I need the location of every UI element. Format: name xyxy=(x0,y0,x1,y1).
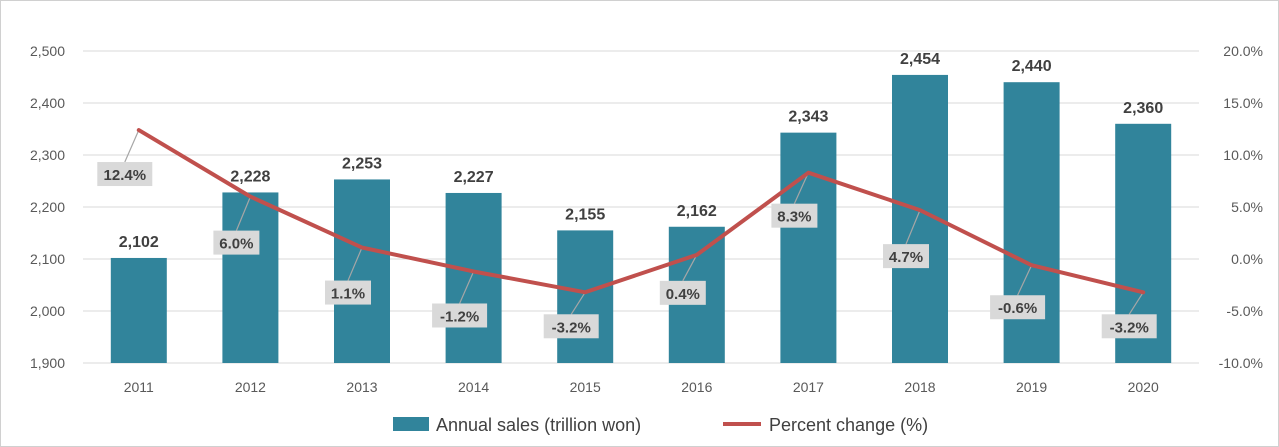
y-left-tick-label: 2,100 xyxy=(30,251,65,267)
bar xyxy=(1003,82,1060,363)
axis-labels: 1,900 2,000 2,100 2,200 2,300 2,400 2,500 -10.0… xyxy=(30,43,1263,395)
percent-value-label: -3.2% xyxy=(1110,319,1149,336)
y-left-tick-label: 2,400 xyxy=(30,95,65,111)
percent-label-box xyxy=(325,280,371,305)
percent-label-box xyxy=(990,295,1046,320)
bar-value-label: 2,228 xyxy=(230,168,270,185)
bar-value-label: 2,360 xyxy=(1123,100,1163,117)
percent-label-box xyxy=(543,314,599,339)
leader-line xyxy=(570,291,586,315)
legend: Annual sales (trillion won) Percent chan… xyxy=(393,415,928,435)
bar-value-label: 2,343 xyxy=(788,109,828,126)
data-labels: 2,102 2,228 2,253 2,227 2,155 2,162 2,343 2,454… xyxy=(97,51,1163,339)
bar-value-label: 2,253 xyxy=(342,155,382,172)
y-right-tick-label: 5.0% xyxy=(1231,199,1263,215)
y-right-tick-label: 0.0% xyxy=(1231,251,1263,267)
y-right-tick-label: 20.0% xyxy=(1223,43,1263,59)
leader-lines xyxy=(124,129,1144,315)
percent-label-box xyxy=(771,203,818,228)
leader-line xyxy=(347,247,363,281)
y-right-tick-label: -10.0% xyxy=(1219,355,1263,371)
y-left-tick-label: 1,900 xyxy=(30,355,65,371)
bar xyxy=(222,192,279,363)
x-tick-label: 2016 xyxy=(681,379,712,395)
y-right-tick-label: -5.0% xyxy=(1226,303,1263,319)
leader-line xyxy=(124,129,140,163)
percent-value-label: -1.2% xyxy=(440,308,479,325)
legend-label-line: Percent change (%) xyxy=(769,415,928,435)
line-series xyxy=(136,128,1146,295)
x-tick-label: 2014 xyxy=(458,379,489,395)
y-left-tick-label: 2,300 xyxy=(30,147,65,163)
leader-line xyxy=(459,271,475,304)
percent-value-label: 12.4% xyxy=(104,167,147,184)
x-tick-label: 2020 xyxy=(1128,379,1159,395)
leader-line xyxy=(682,254,698,282)
bar-value-label: 2,440 xyxy=(1012,58,1052,75)
leader-line xyxy=(1017,264,1033,296)
percent-label-box xyxy=(432,303,488,328)
percent-label-box xyxy=(213,230,260,255)
x-tick-label: 2017 xyxy=(793,379,824,395)
leader-line xyxy=(793,172,809,204)
bar-value-label: 2,227 xyxy=(454,169,494,186)
bar xyxy=(780,132,837,363)
x-tick-label: 2012 xyxy=(235,379,266,395)
x-tick-label: 2019 xyxy=(1016,379,1047,395)
percent-label-box xyxy=(883,244,929,269)
percent-value-label: -3.2% xyxy=(552,319,591,336)
percent-label-box xyxy=(659,280,706,305)
x-tick-label: 2013 xyxy=(346,379,377,395)
leader-line xyxy=(1128,291,1144,315)
x-tick-label: 2015 xyxy=(570,379,601,395)
percent-value-label: 6.0% xyxy=(219,236,253,253)
y-right-tick-label: 10.0% xyxy=(1223,147,1263,163)
percent-value-label: 0.4% xyxy=(666,286,700,303)
y-right-tick-label: 15.0% xyxy=(1223,95,1263,111)
bar-value-label: 2,454 xyxy=(900,51,940,68)
percent-label-box xyxy=(97,162,153,187)
bar-value-label: 2,162 xyxy=(677,203,717,220)
bar-value-label: 2,102 xyxy=(119,234,159,251)
legend-swatch-bar xyxy=(393,417,429,431)
bar xyxy=(110,257,167,363)
leader-line xyxy=(235,196,251,231)
x-tick-label: 2018 xyxy=(904,379,935,395)
percent-value-label: 1.1% xyxy=(331,286,365,303)
bar xyxy=(557,230,614,363)
bar xyxy=(445,192,502,363)
percent-change-line xyxy=(136,128,1146,295)
y-left-tick-label: 2,000 xyxy=(30,303,65,319)
legend-label-bar: Annual sales (trillion won) xyxy=(436,415,641,435)
percent-value-label: -0.6% xyxy=(998,300,1037,317)
bar-series xyxy=(110,74,1172,364)
percent-label-box xyxy=(1101,314,1157,339)
leader-line xyxy=(905,209,921,245)
bar xyxy=(334,179,390,363)
bar-value-label: 2,155 xyxy=(565,206,605,223)
x-tick-label: 2011 xyxy=(124,379,154,395)
y-left-tick-label: 2,500 xyxy=(30,43,65,59)
percent-value-label: 8.3% xyxy=(777,209,811,226)
y-left-tick-label: 2,200 xyxy=(30,199,65,215)
percent-value-label: 4.7% xyxy=(889,249,923,266)
